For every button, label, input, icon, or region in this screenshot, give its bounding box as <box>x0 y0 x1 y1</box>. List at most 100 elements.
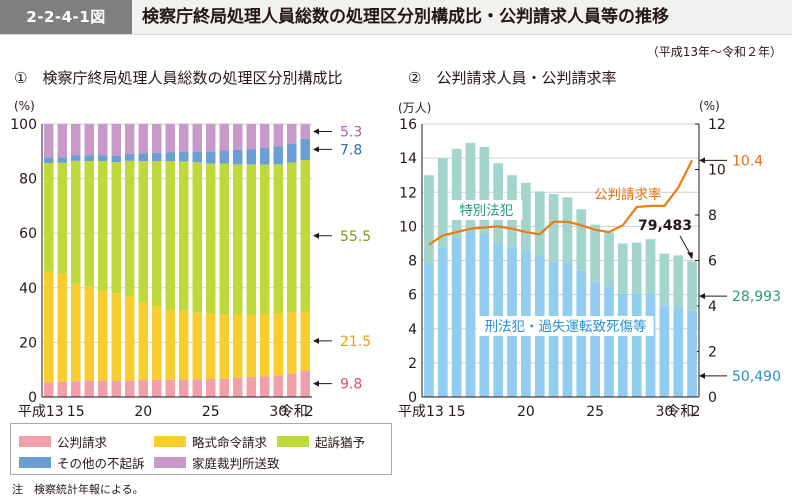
legend-label: その他の不起訴 <box>57 456 145 471</box>
end-label: 5.3 <box>340 125 362 141</box>
x-tick-label: 令和 <box>280 404 308 420</box>
y-tick-label: 80 <box>19 172 37 188</box>
bar-segment <box>165 379 175 397</box>
bar-segment <box>98 124 108 156</box>
y-left-tick-label: 6 <box>408 288 417 304</box>
bar-segment <box>233 164 243 315</box>
bar-segment <box>246 124 256 150</box>
bar-criminal <box>687 310 697 397</box>
bar-segment <box>152 161 162 307</box>
y-left-tick-label: 14 <box>399 151 417 167</box>
bar-segment <box>84 155 94 162</box>
bar-segment <box>179 310 189 380</box>
x-tick-label: 30 <box>655 404 673 420</box>
bar-segment <box>192 151 202 163</box>
end-label-arrow-head <box>313 380 319 387</box>
bar-segment <box>165 309 175 380</box>
y-right-tick-label: 2 <box>708 345 717 361</box>
x-tick-label: 令和 <box>666 404 694 420</box>
bar-segment <box>98 155 108 162</box>
bar-segment <box>300 370 310 397</box>
bar-special-law <box>576 209 587 271</box>
series-label-special-law: 特別法犯 <box>459 203 513 219</box>
bar-special-law <box>548 193 559 262</box>
bar-segment <box>219 314 229 379</box>
bar-special-law <box>424 175 434 264</box>
bar-segment <box>111 124 121 156</box>
legend-label: 起訴猶予 <box>315 435 366 450</box>
right-y-unit-left: (万人) <box>398 101 432 115</box>
bar-segment <box>179 124 189 152</box>
bar-segment <box>84 380 94 397</box>
bar-segment <box>206 313 216 379</box>
legend-swatch <box>277 436 309 447</box>
bar-segment <box>71 381 81 397</box>
legend-item: その他の不起訴 <box>19 453 145 472</box>
bar-segment <box>219 150 229 164</box>
bar-segment <box>273 164 283 314</box>
bar-special-law <box>645 239 656 295</box>
bar-segment <box>84 286 94 381</box>
end-label-arrow-head <box>313 128 319 135</box>
bar-criminal <box>617 293 628 397</box>
footnote: 注 検察統計年報による。 <box>12 483 144 496</box>
bar-segment <box>233 314 243 378</box>
bar-segment <box>273 146 283 165</box>
special-end-arrow-head <box>699 293 705 300</box>
end-label-arrow-head <box>313 146 319 153</box>
bar-segment <box>273 375 283 397</box>
bar-segment <box>300 160 310 312</box>
bar-special-law <box>562 197 573 264</box>
bar-segment <box>233 377 243 397</box>
bar-segment <box>57 273 67 382</box>
bar-segment <box>152 124 162 153</box>
y-right-tick-label: 10 <box>708 163 726 179</box>
bar-segment <box>71 124 81 156</box>
y-left-tick-label: 0 <box>408 390 417 406</box>
bar-segment <box>111 155 121 163</box>
series-label-special-law-bg <box>450 200 523 220</box>
bar-segment <box>125 296 135 381</box>
bar-segment <box>300 311 310 371</box>
total-end-label: 79,483 <box>638 218 692 234</box>
legend-item: 起訴猶予 <box>277 432 365 451</box>
bar-segment <box>44 163 54 272</box>
rate-end-label: 10.4 <box>732 153 763 169</box>
legend-label: 家庭裁判所送致 <box>192 456 280 471</box>
bar-segment <box>260 164 270 315</box>
x-tick-label: 20 <box>517 404 535 420</box>
legend-swatch <box>19 457 51 468</box>
end-label: 21.5 <box>340 334 371 350</box>
bar-segment <box>71 283 81 382</box>
figure-header: 2-2-4-1図 検察庁終局処理人員総数の処理区分別構成比・公判請求人員等の推移 <box>0 0 792 35</box>
y-left-tick-label: 16 <box>399 117 417 133</box>
bar-criminal <box>631 293 642 397</box>
bar-segment <box>273 313 283 376</box>
bar-criminal <box>645 294 656 397</box>
bar-segment <box>165 152 175 162</box>
bar-segment <box>300 138 310 161</box>
bar-segment <box>111 380 121 397</box>
period-label: （平成13年～令和２年） <box>646 45 782 59</box>
x-tick-label: 30 <box>269 404 287 420</box>
y-right-tick-label: 4 <box>708 299 717 315</box>
bar-segment <box>192 312 202 380</box>
bar-segment <box>179 151 189 162</box>
y-right-tick-label: 8 <box>708 208 717 224</box>
legend: 公判請求 略式命令請求 起訴猶予 その他の不起訴 家庭裁判所送致 <box>10 423 392 475</box>
legend-swatch <box>154 457 186 468</box>
bar-segment <box>138 153 148 162</box>
bar-segment <box>219 378 229 397</box>
bar-segment <box>57 162 67 274</box>
y-tick-label: 0 <box>28 390 37 406</box>
bar-special-law <box>659 253 670 306</box>
legend-item: 公判請求 <box>19 432 107 451</box>
bar-segment <box>287 124 297 144</box>
bar-criminal <box>673 307 684 397</box>
bar-segment <box>165 124 175 153</box>
special-end-label: 28,993 <box>732 289 781 305</box>
right-panel-title: ② 公判請求人員・公判請求率 <box>408 69 617 87</box>
bar-segment <box>192 379 202 397</box>
y-tick-label: 20 <box>19 335 37 351</box>
x-tick-label: 20 <box>134 404 152 420</box>
